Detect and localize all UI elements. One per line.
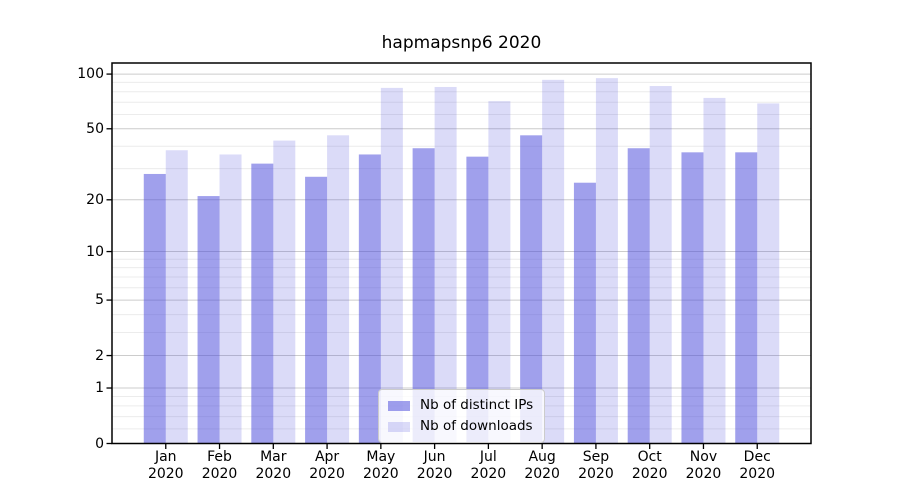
bar-jan-distinct-ips [143, 173, 166, 444]
x-tick-label-feb: Feb 2020 [201, 449, 238, 482]
x-tick-label-mar: Mar 2020 [255, 449, 292, 482]
bar-sep-distinct-ips [573, 182, 596, 444]
legend: Nb of distinct IPs Nb of downloads [378, 389, 545, 443]
tick-marks [106, 73, 758, 449]
y-tick-label-50: 50 [86, 120, 104, 137]
bar-feb-downloads [219, 154, 242, 444]
legend-label-downloads: Nb of downloads [420, 418, 533, 434]
x-tick-label-oct: Oct 2020 [631, 449, 668, 482]
bar-jun-distinct-ips [412, 148, 435, 444]
y-tick-label-2: 2 [95, 347, 104, 364]
x-tick-label-aug: Aug 2020 [524, 449, 560, 482]
bar-nov-distinct-ips [681, 152, 704, 444]
bar-aug-downloads [542, 79, 565, 444]
x-tick-label-jun: Jun 2020 [416, 449, 453, 482]
bars [143, 78, 780, 444]
bar-mar-downloads [273, 140, 296, 444]
y-tick-label-10: 10 [86, 243, 104, 260]
y-tick-label-0: 0 [95, 435, 104, 452]
y-tick-label-20: 20 [86, 191, 104, 208]
bar-jan-downloads [165, 150, 188, 444]
x-tick-label-sep: Sep 2020 [578, 449, 614, 482]
bar-oct-downloads [649, 86, 672, 444]
x-tick-label-may: May 2020 [363, 449, 399, 482]
x-tick-label-jul: Jul 2020 [470, 449, 507, 482]
legend-item-downloads: Nb of downloads [388, 418, 535, 435]
legend-item-distinct-ips: Nb of distinct IPs [388, 397, 535, 414]
x-tick-label-apr: Apr 2020 [309, 449, 345, 482]
x-tick-label-dec: Dec 2020 [739, 449, 776, 482]
bar-aug-distinct-ips [520, 135, 543, 444]
bar-jul-downloads [488, 101, 511, 444]
x-tick-label-nov: Nov 2020 [685, 449, 722, 482]
bar-dec-downloads [757, 103, 780, 444]
bar-oct-distinct-ips [627, 148, 650, 444]
bar-jun-downloads [434, 86, 457, 444]
y-tick-label-100: 100 [77, 66, 104, 83]
y-tick-label-5: 5 [95, 292, 104, 309]
bar-mar-distinct-ips [251, 163, 274, 444]
bar-apr-downloads [327, 135, 350, 444]
bar-dec-distinct-ips [735, 152, 758, 444]
bar-feb-distinct-ips [197, 196, 220, 444]
legend-swatch-distinct-ips [388, 400, 410, 411]
bar-nov-downloads [703, 97, 726, 444]
bar-jul-distinct-ips [466, 156, 489, 444]
bar-may-downloads [380, 87, 403, 444]
y-tick-label-1: 1 [95, 380, 104, 397]
chart-title: hapmapsnp6 2020 [381, 33, 542, 53]
bar-may-distinct-ips [358, 154, 381, 444]
plot-border [111, 62, 812, 445]
legend-label-distinct-ips: Nb of distinct IPs [420, 397, 534, 413]
gridlines-minor [112, 81, 811, 430]
legend-swatch-downloads [388, 421, 410, 432]
bar-apr-distinct-ips [305, 176, 328, 444]
bar-sep-downloads [595, 78, 618, 444]
x-tick-label-jan: Jan 2020 [147, 449, 184, 482]
